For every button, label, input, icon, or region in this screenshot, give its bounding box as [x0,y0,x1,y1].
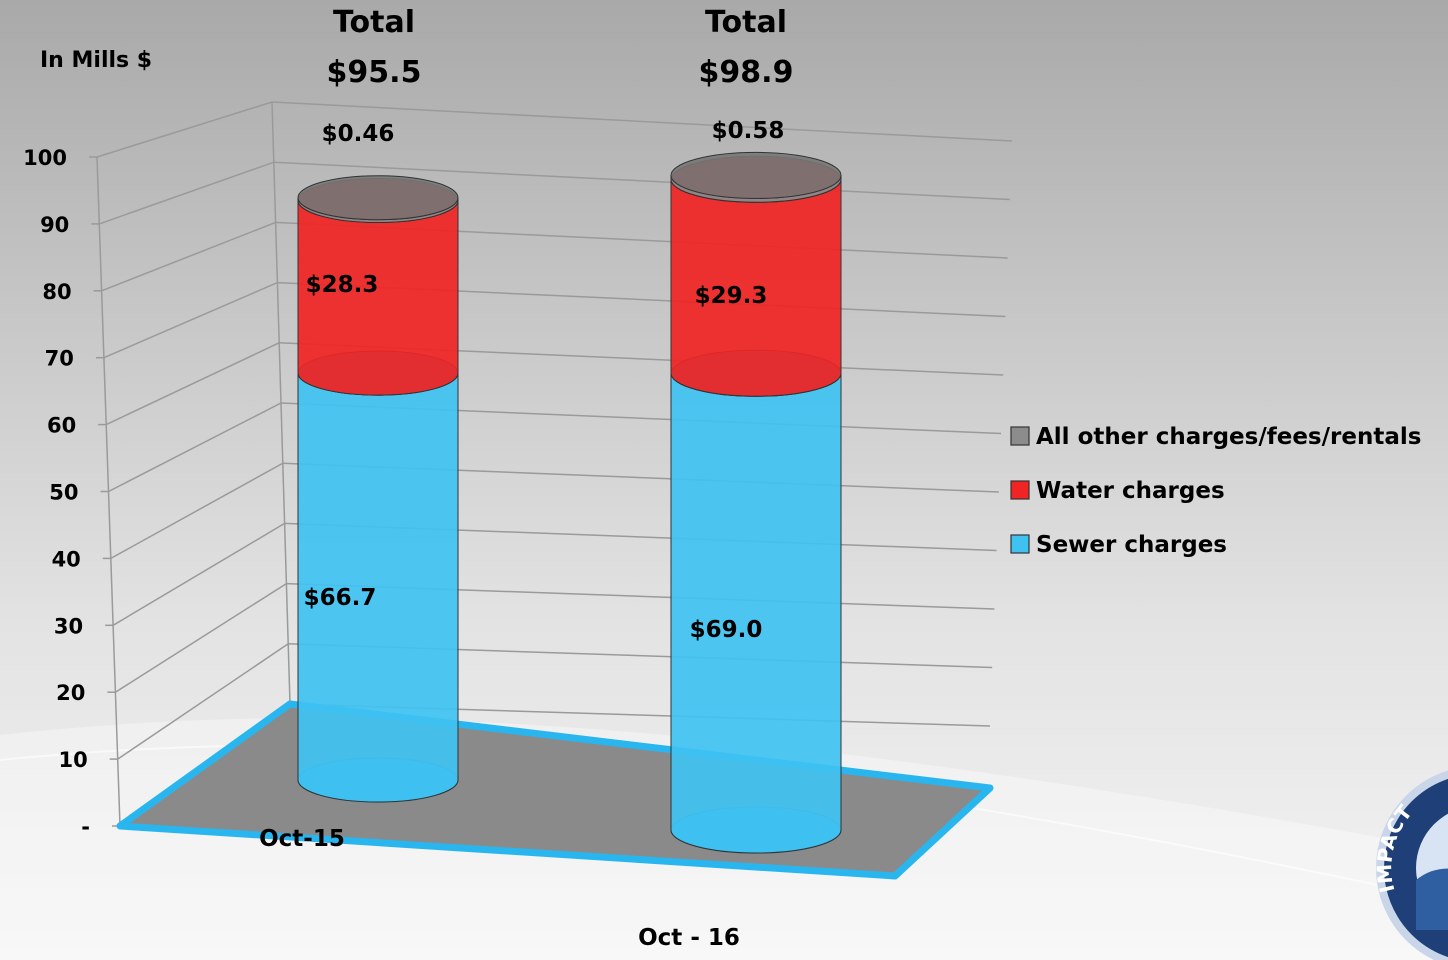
data-label: $0.46 [322,121,395,147]
y-axis-line [96,156,121,827]
grid-line [101,221,1008,292]
y-axis: - 10 20 30 40 50 60 70 80 90 100 [23,101,291,839]
y-tick-label: 10 [58,748,87,772]
segment-top [297,175,459,221]
grid-line [114,582,995,693]
impact-logo: IMPACT [1372,770,1448,960]
grid-line [99,161,1010,225]
y-tick-label: 70 [45,347,74,371]
data-label: $66.7 [304,585,377,611]
cylinders [297,151,842,854]
grid-line [103,281,1006,359]
legend-label: Sewer charges [1036,532,1227,558]
data-label: $29.3 [695,283,768,309]
grid-lines [96,101,1013,827]
y-tick-label: 100 [23,146,67,170]
grid-line [108,402,1002,493]
data-label: $69.0 [690,617,763,643]
grid-line [96,101,1013,158]
total-heading: Total [333,5,415,40]
data-label: $0.58 [712,118,785,144]
y-tick-label: 80 [42,280,71,304]
y-tick-label: 50 [49,481,78,505]
y-tick-label: 20 [56,681,85,705]
back-axis-line [271,101,291,705]
legend-label: Water charges [1036,478,1225,504]
category-label: Oct-15 [259,826,345,852]
y-tick-label: 60 [47,414,76,438]
category-label: Oct - 16 [638,925,740,951]
data-label: $28.3 [306,272,379,298]
total-heading: Total [705,5,787,40]
legend-label: All other charges/fees/rentals [1036,424,1421,450]
total-value: $95.5 [327,55,422,90]
segment-top [670,151,842,199]
y-tick-label: 30 [54,614,83,638]
data-labels: $66.7 $28.3 $0.46 Total $95.5 Oct-15 $69.0 $29.… [259,5,793,951]
legend-swatch [1010,480,1030,500]
legend-swatch [1010,534,1030,554]
y-tick-label: 40 [52,547,81,571]
total-value: $98.9 [699,55,794,90]
cylinder-segment [670,373,842,854]
y-tick-label: 90 [40,213,69,237]
legend-swatch [1010,426,1030,446]
y-tick-label: - [81,815,90,839]
grid-line [110,462,999,560]
grid-line [105,342,1004,426]
y-axis-unit-label: In Mills $ [40,48,152,73]
legend: All other charges/fees/rentals Water char… [1010,424,1421,558]
